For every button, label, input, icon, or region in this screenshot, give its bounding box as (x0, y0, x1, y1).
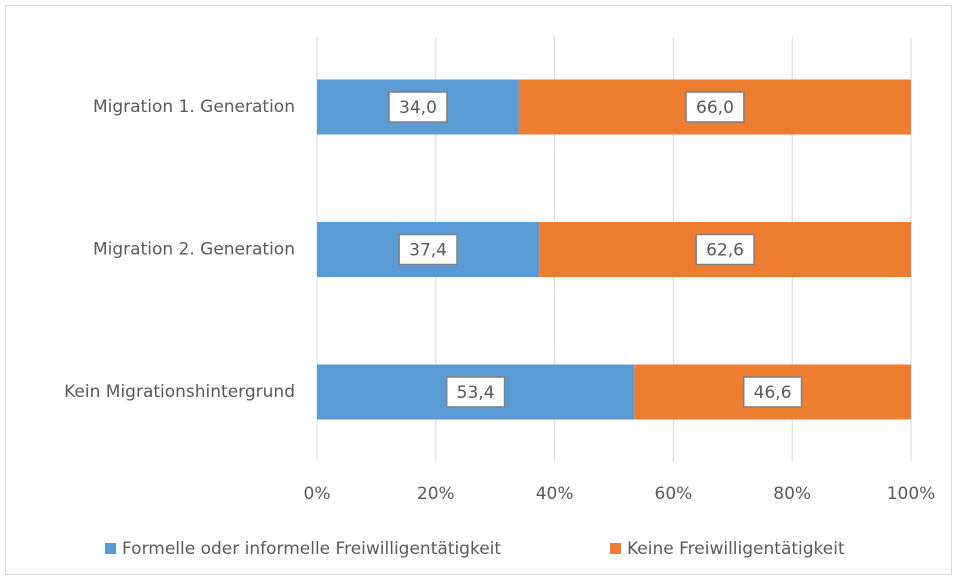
data-label-box (742, 376, 803, 408)
data-label-box (445, 376, 506, 408)
data-label: 62,6 (706, 241, 744, 261)
x-tick-label: 0% (304, 484, 331, 504)
data-label-box (685, 91, 745, 123)
data-label: 66,0 (696, 98, 734, 118)
data-label-box (398, 233, 458, 266)
data-label: 34,0 (399, 98, 437, 118)
data-label-box (388, 91, 448, 123)
x-tick-label: 60% (655, 484, 693, 504)
data-label: 37,4 (409, 241, 447, 261)
y-tick-label: Kein Migrationshintergrund (64, 382, 295, 402)
x-tick-label: 100% (887, 484, 936, 504)
data-label: 46,6 (754, 383, 792, 403)
x-tick-label: 40% (536, 484, 574, 504)
data-label: 53,4 (457, 383, 495, 403)
legend-swatch (610, 543, 621, 554)
y-tick-label: Migration 1. Generation (93, 97, 295, 117)
legend-swatch (105, 543, 116, 554)
legend-label: Formelle oder informelle Freiwilligentät… (122, 539, 501, 559)
x-tick-label: 80% (773, 484, 811, 504)
y-tick-label: Migration 2. Generation (93, 240, 295, 260)
data-label-box (695, 233, 755, 266)
legend-label: Keine Freiwilligentätigkeit (627, 539, 845, 559)
x-tick-label: 20% (417, 484, 455, 504)
